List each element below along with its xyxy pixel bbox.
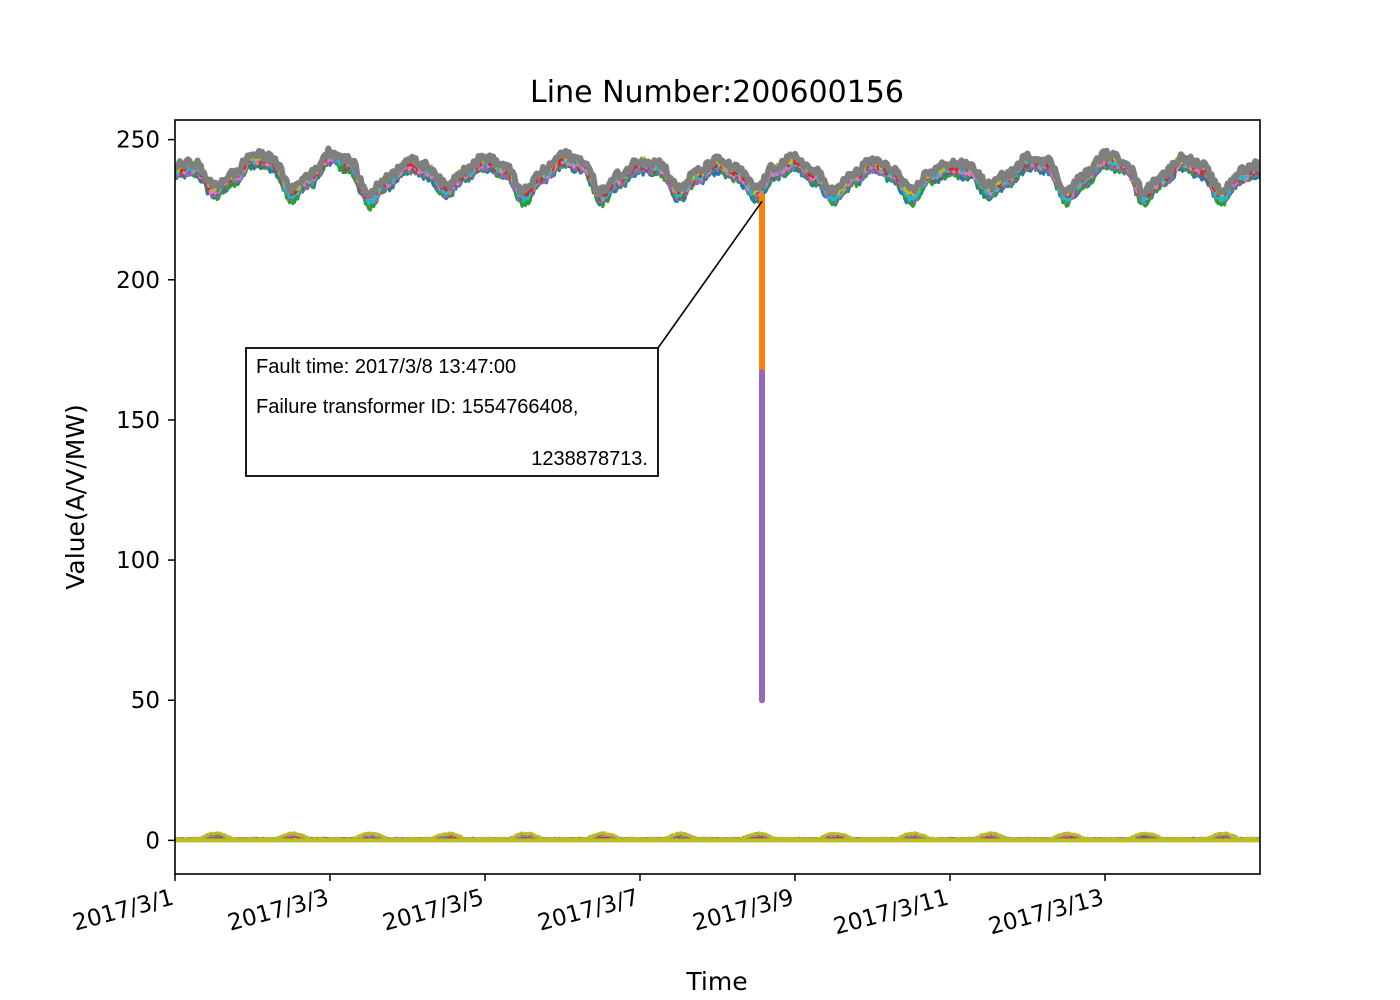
y-tick-label: 200 bbox=[116, 268, 160, 294]
y-axis: 0 50 100 150 200 250 bbox=[116, 128, 175, 854]
x-axis-label: Time bbox=[685, 967, 747, 996]
annotation-line-3: 1238878713. bbox=[531, 448, 648, 470]
x-tick-label: 2017/3/13 bbox=[986, 885, 1107, 941]
plot-series-group bbox=[175, 145, 1260, 843]
y-tick-label: 100 bbox=[116, 548, 160, 574]
y-tick-label: 250 bbox=[116, 128, 160, 154]
plot-frame bbox=[174, 119, 1261, 875]
y-tick-label: 150 bbox=[116, 408, 160, 434]
annotation-box bbox=[245, 347, 659, 477]
x-tick-label: 2017/3/7 bbox=[535, 885, 642, 937]
x-axis: 2017/3/1 2017/3/3 2017/3/5 2017/3/7 2017/3/9… bbox=[70, 874, 1107, 940]
x-tick-label: 2017/3/11 bbox=[831, 885, 952, 941]
y-tick-label: 0 bbox=[145, 828, 160, 854]
x-tick-label: 2017/3/5 bbox=[380, 885, 487, 937]
annotation-line-1: Fault time: 2017/3/8 13:47:00 bbox=[256, 356, 516, 378]
x-tick-label: 2017/3/3 bbox=[225, 885, 332, 937]
x-tick-label: 2017/3/1 bbox=[70, 885, 177, 937]
voltage-series-9 bbox=[175, 145, 1260, 200]
y-tick-label: 50 bbox=[131, 688, 160, 714]
chart-title: Line Number:200600156 bbox=[530, 75, 904, 110]
x-tick-label: 2017/3/9 bbox=[690, 885, 797, 937]
annotation-line-2: Failure transformer ID: 1554766408, bbox=[256, 396, 578, 418]
y-axis-label: Value(A/V/MW) bbox=[61, 404, 90, 590]
fault-annotation: Fault time: 2017/3/8 13:47:00 Failure tr… bbox=[245, 200, 763, 477]
annotation-arrow bbox=[657, 200, 763, 349]
